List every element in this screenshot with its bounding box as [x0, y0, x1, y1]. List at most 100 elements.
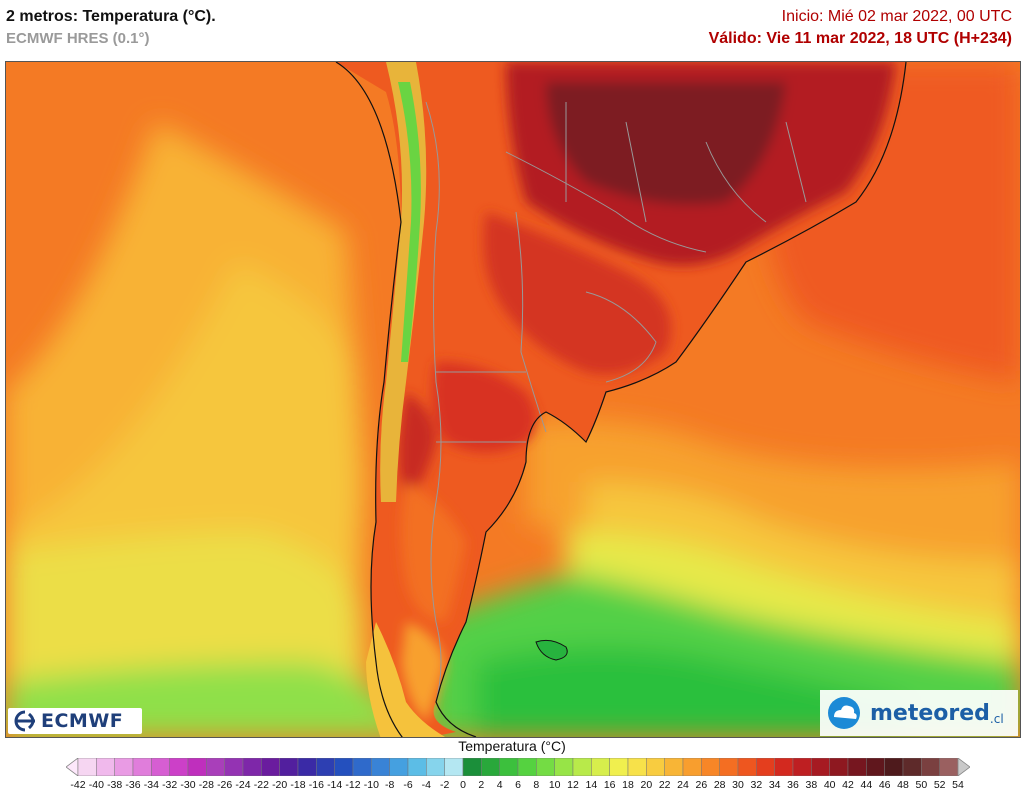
continent — [336, 62, 906, 737]
legend-left-arrow — [66, 758, 79, 776]
legend-tick-label: -24 — [235, 779, 251, 791]
legend-tick-label: 16 — [603, 779, 616, 791]
legend-cell — [921, 758, 940, 776]
legend-cell — [829, 758, 849, 776]
legend-cell — [261, 758, 280, 776]
legend-tick-label: 38 — [805, 779, 818, 791]
legend-right-arrow — [957, 758, 970, 776]
legend-tick-label: 54 — [952, 779, 964, 791]
legend-tick-label: 20 — [640, 779, 653, 791]
country-borders — [425, 101, 807, 703]
legend-tick-label: 2 — [478, 779, 485, 791]
legend-cell — [426, 758, 445, 776]
legend-cell — [664, 758, 684, 776]
legend-tick-label: -30 — [180, 779, 196, 791]
legend-tick-label: 12 — [567, 779, 579, 791]
legend-cell — [572, 758, 592, 776]
legend-tick-label: 30 — [732, 779, 744, 791]
legend-tick-label: 6 — [515, 779, 521, 791]
legend-tick-label: 44 — [860, 779, 873, 791]
legend-cell — [444, 758, 464, 776]
legend-cell — [756, 758, 775, 776]
legend-cell — [847, 758, 867, 776]
legend-tick-label: 52 — [933, 779, 946, 791]
legend-tick-label: 22 — [658, 779, 671, 791]
legend-tick-label: -10 — [363, 779, 379, 791]
model-label: ECMWF HRES (0.1°) — [6, 30, 150, 47]
legend-cell — [242, 758, 262, 776]
legend-cell — [132, 758, 152, 776]
legend-tick-label: -28 — [198, 779, 214, 791]
legend-tick-label: 46 — [878, 779, 891, 791]
legend-tick-label: -42 — [70, 779, 86, 791]
map-title: 2 metros: Temperatura (°C). — [6, 8, 216, 25]
legend-tick-label: -34 — [143, 779, 159, 791]
ecmwf-logo-text: ECMWF — [41, 710, 124, 732]
legend-cell — [627, 758, 647, 776]
header-right: Inicio: Mié 02 mar 2022, 00 UTC Válido: … — [709, 8, 1012, 48]
legend-tick-label: -2 — [439, 779, 450, 791]
legend-tick-label: -26 — [217, 779, 233, 791]
legend-cell — [774, 758, 794, 776]
legend-tick-label: 18 — [622, 779, 634, 791]
legend-tick-label: 50 — [915, 779, 928, 791]
legend-tick-label: 36 — [787, 779, 799, 791]
legend-tick-label: -16 — [308, 779, 324, 791]
legend-cell — [462, 758, 482, 776]
legend-cell — [334, 758, 354, 776]
legend-tick-label: -4 — [421, 779, 431, 791]
ocean-temperature-field — [6, 62, 1020, 737]
legend-cell — [96, 758, 115, 776]
legend-tick-label: -18 — [290, 779, 306, 791]
legend-tick-label: -12 — [345, 779, 361, 791]
legend-cell — [517, 758, 537, 776]
legend-cell — [187, 758, 207, 776]
legend-cell — [224, 758, 244, 776]
legend-cell — [297, 758, 317, 776]
legend-tick-label: -38 — [107, 779, 123, 791]
legend-cell — [481, 758, 500, 776]
legend-cell — [609, 758, 629, 776]
color-legend — [66, 758, 970, 776]
ecmwf-logo: ECMWF — [8, 708, 142, 734]
legend-cell — [151, 758, 170, 776]
legend-tick-label: 34 — [768, 779, 781, 791]
legend-cell — [206, 758, 225, 776]
legend-tick-label: 8 — [533, 779, 540, 791]
legend-cell — [316, 758, 335, 776]
legend-cell — [371, 758, 390, 776]
legend-tick-label: 40 — [823, 779, 836, 791]
legend-cell — [536, 758, 555, 776]
legend-tick-label: 48 — [897, 779, 909, 791]
legend-tick-label: 42 — [842, 779, 854, 791]
coastline — [335, 62, 907, 737]
legend-cell — [389, 758, 409, 776]
legend-tick-label: -6 — [403, 779, 413, 791]
init-time: Inicio: Mié 02 mar 2022, 00 UTC — [781, 8, 1012, 25]
legend-cell — [114, 758, 134, 776]
legend-tick-label: 0 — [460, 779, 466, 791]
legend-cell — [701, 758, 720, 776]
legend-cell — [77, 758, 97, 776]
legend-cell — [811, 758, 830, 776]
map-canvas — [6, 62, 1020, 737]
legend-tick-label: -14 — [327, 779, 343, 791]
legend-title: Temperatura (°C) — [458, 738, 566, 754]
legend-tick-label: -36 — [125, 779, 141, 791]
meteored-logo-suffix: .cl — [989, 712, 1004, 726]
meteored-logo-icon — [828, 697, 860, 729]
legend-tick-label: -8 — [384, 779, 395, 791]
meteored-logo-text: meteored — [870, 700, 990, 726]
legend-cell — [591, 758, 610, 776]
temperature-map[interactable] — [5, 61, 1021, 738]
legend-cell — [554, 758, 574, 776]
legend-cell — [902, 758, 922, 776]
legend-cell — [352, 758, 372, 776]
legend-cell — [792, 758, 812, 776]
valid-time: Válido: Vie 11 mar 2022, 18 UTC (H+234) — [708, 30, 1012, 47]
legend-tick-label: 32 — [750, 779, 763, 791]
header-left: 2 metros: Temperatura (°C). ECMWF HRES (… — [6, 8, 216, 47]
legend-tick-label: 24 — [677, 779, 689, 791]
legend-tick-label: 10 — [548, 779, 561, 791]
ecmwf-logo-icon — [14, 710, 35, 732]
